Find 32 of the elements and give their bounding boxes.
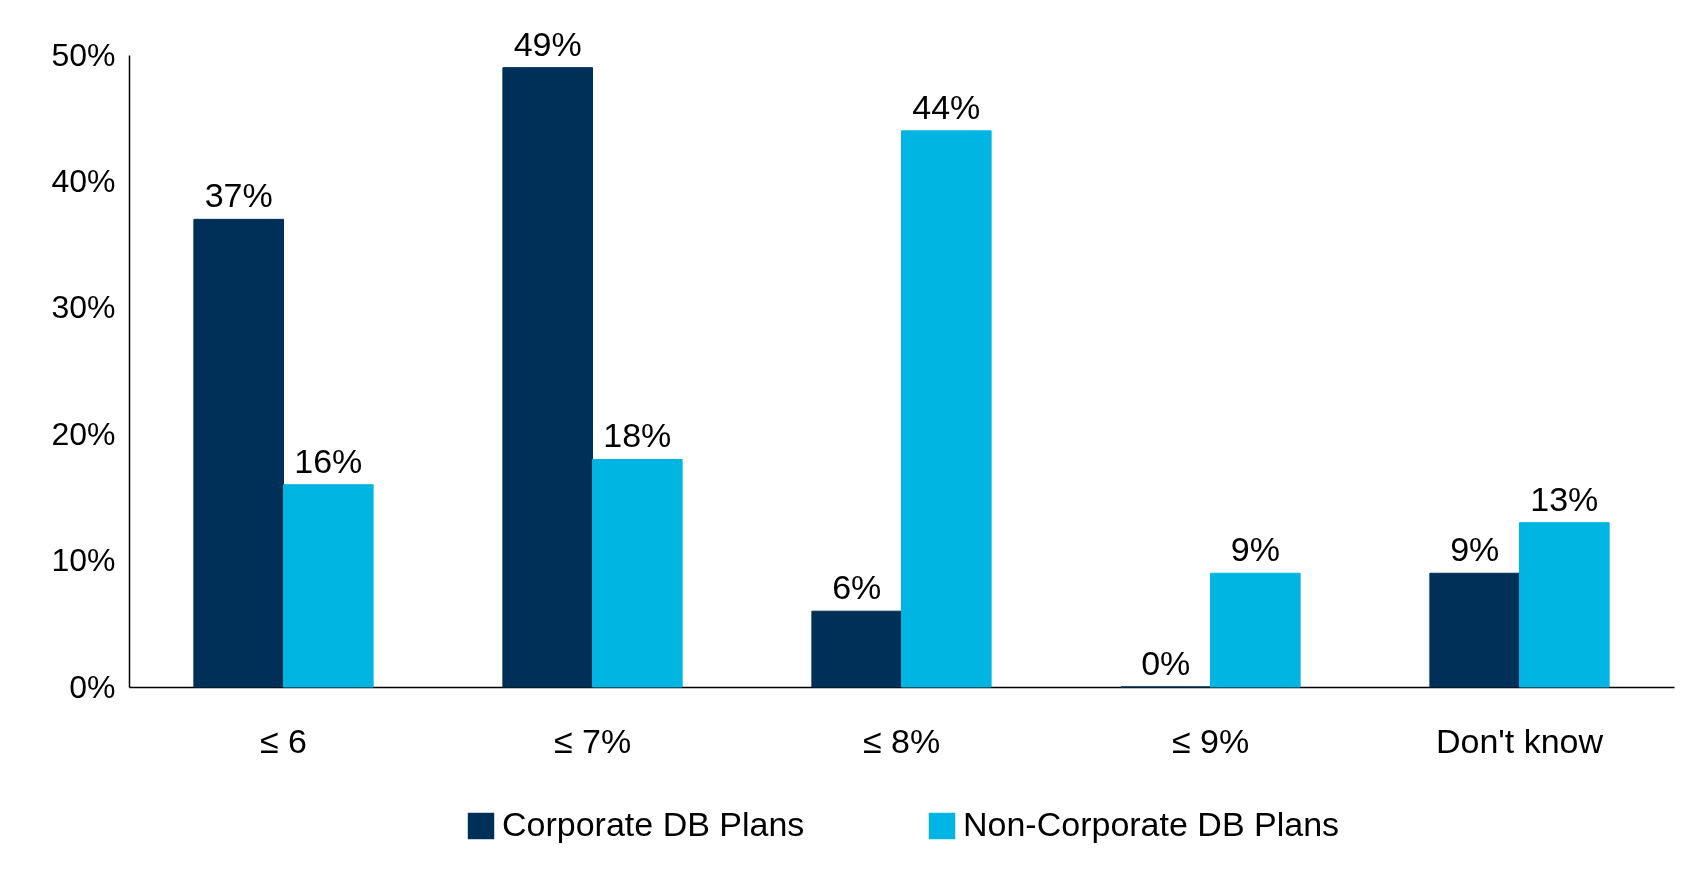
y-tick-label: 20% bbox=[51, 415, 116, 452]
data-label: 13% bbox=[1530, 479, 1599, 518]
data-label: 9% bbox=[1450, 530, 1500, 569]
data-label: 18% bbox=[603, 416, 672, 455]
x-tick-label: ≤ 6 bbox=[259, 721, 308, 760]
bar bbox=[1429, 572, 1520, 688]
bar bbox=[811, 610, 902, 688]
y-tick-label: 0% bbox=[69, 668, 116, 705]
bar bbox=[502, 67, 593, 688]
data-label: 0% bbox=[1141, 644, 1191, 682]
data-label: 6% bbox=[832, 568, 882, 607]
data-label: 16% bbox=[294, 441, 363, 480]
x-tick-label: Don't know bbox=[1435, 721, 1604, 760]
y-tick-label: 40% bbox=[51, 162, 116, 199]
y-tick-label: 10% bbox=[51, 542, 116, 579]
data-label: 9% bbox=[1230, 530, 1280, 569]
bar bbox=[1519, 522, 1610, 688]
bar bbox=[1210, 572, 1301, 688]
y-tick-label: 30% bbox=[51, 289, 116, 326]
x-tick-label: ≤ 9% bbox=[1171, 721, 1250, 760]
data-label: 49% bbox=[513, 24, 582, 63]
bar bbox=[901, 130, 992, 688]
bar bbox=[283, 484, 374, 688]
bar bbox=[592, 458, 683, 688]
bar bbox=[193, 218, 284, 688]
y-tick-label: 50% bbox=[51, 36, 116, 73]
legend-label: Corporate DB Plans bbox=[502, 805, 805, 843]
data-label: 37% bbox=[204, 176, 273, 215]
data-label: 44% bbox=[912, 87, 981, 126]
legend-label: Non-Corporate DB Plans bbox=[963, 805, 1340, 843]
x-tick-label: ≤ 7% bbox=[553, 721, 632, 760]
x-tick-label: ≤ 8% bbox=[862, 721, 941, 760]
